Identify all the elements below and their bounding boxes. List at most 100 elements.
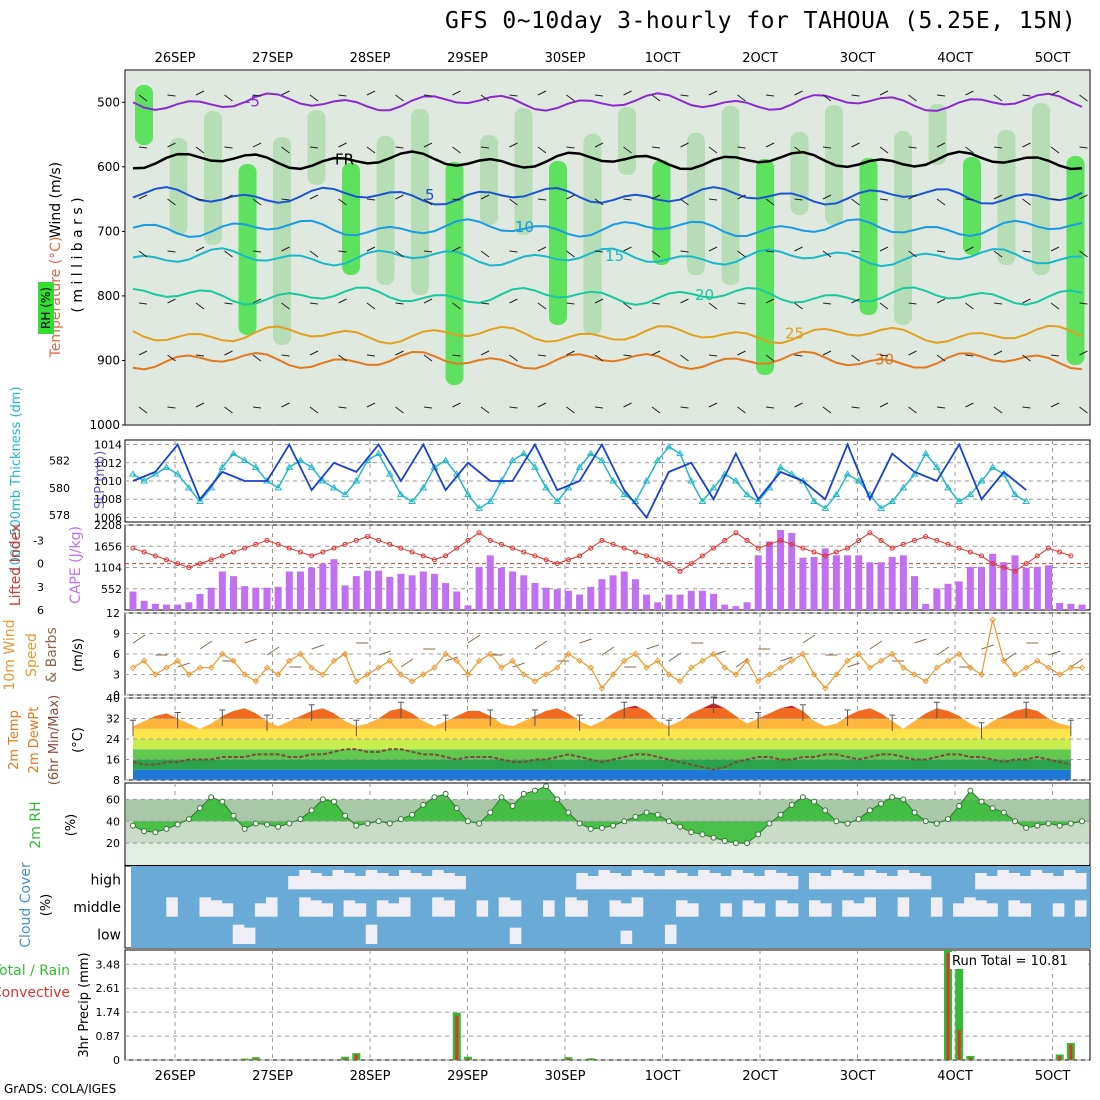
cloud-cell-high (853, 876, 865, 889)
cloud-cell-middle (853, 903, 865, 916)
cape-bar (799, 558, 806, 610)
slp-line (133, 445, 1026, 518)
temp-band (125, 698, 1090, 708)
temp-band (125, 708, 1090, 718)
rh2m-point (131, 823, 136, 828)
cape-bar (1056, 603, 1063, 610)
rh2m-panel: 204060 (106, 783, 1090, 865)
cape-bar (386, 577, 393, 610)
wind-tick-label: 3 (113, 669, 120, 682)
cloud-cell-high (997, 870, 1009, 889)
rh2m-point (655, 812, 660, 817)
cloud-cell-middle (344, 900, 356, 916)
rh2m-point (220, 799, 225, 804)
wind-barb-10m (312, 645, 324, 649)
cape-bar (431, 574, 438, 610)
rh-band (126, 799, 1089, 821)
cloud-cell-middle (820, 903, 832, 916)
date-label-bottom: 30SEP (545, 1069, 586, 1084)
rh2m-point (376, 819, 381, 824)
date-label-bottom: 27SEP (252, 1069, 293, 1084)
cloud-cell-high (310, 873, 322, 889)
date-label-top: 1OCT (645, 51, 681, 66)
lifted-axis-label: Lifted Index (8, 524, 24, 606)
cloud-panel: high middle low (73, 866, 1090, 948)
cape-bar (174, 605, 181, 610)
rh-band (126, 843, 1089, 865)
cloud-cell-middle (676, 900, 688, 916)
cloud-cell-high (687, 876, 699, 889)
precip-conv-bar (969, 1058, 972, 1060)
cloud-cell-high (288, 876, 300, 889)
rh2m-point (164, 826, 169, 831)
cape-bar (665, 595, 672, 610)
cloud-cell-high (610, 873, 622, 889)
precip-tick-label: 3.48 (96, 958, 121, 971)
rh2m-point (834, 819, 839, 824)
cloud-cell-middle (1053, 903, 1065, 916)
cloud-cell-middle (964, 897, 976, 916)
rh2m-point (689, 830, 694, 835)
precip-conv-bar (355, 1055, 358, 1061)
precip-conv-bar (243, 1059, 246, 1060)
cloud-cell-middle (1020, 903, 1032, 916)
cloud-cell-middle (565, 897, 577, 916)
cloud-cell-high (299, 870, 311, 889)
wind-barb-10m (200, 641, 212, 649)
cape-bar (688, 591, 695, 610)
wind10-barbs-label: & Barbs (44, 627, 60, 683)
cape-bar (163, 605, 170, 610)
rh2m-point (264, 822, 269, 827)
cloud-cell-middle (211, 900, 223, 916)
cloud-cell-middle (310, 900, 322, 916)
cloud-cell-middle (543, 900, 555, 916)
upper-rh-label: RH (%) (39, 287, 53, 329)
cape-bar (319, 564, 326, 610)
rh2m-point (242, 826, 247, 831)
isotherm-label: 10 (515, 218, 534, 236)
cloud-cell-high (887, 876, 899, 889)
date-label-top: 2OCT (742, 51, 778, 66)
rh2m-point (309, 808, 314, 813)
rh2m-point (555, 797, 560, 802)
cloud-cell-high (986, 876, 998, 889)
rh2m-point (588, 826, 593, 831)
cloud-cell-high (399, 870, 411, 889)
cape-bar (330, 559, 337, 610)
cloud-cell-high (355, 876, 367, 889)
rh-blob (135, 85, 153, 145)
cloud-cell-middle (931, 897, 943, 916)
cape-bar (442, 583, 449, 610)
rh-tick-label: 60 (106, 793, 120, 806)
temp2m-panel: 816243240 (106, 692, 1090, 787)
cape-bar (364, 571, 371, 610)
wind-tick-label: 6 (113, 648, 120, 661)
cape-bar (476, 567, 483, 610)
rh2m-point (354, 823, 359, 828)
wind-tick-label: 12 (106, 607, 120, 620)
cape-tick-label: 1104 (94, 562, 122, 575)
temp-units-label: (°C) (71, 727, 86, 753)
pressure-tick-label: 800 (97, 289, 120, 303)
cape-bar (956, 582, 963, 610)
lifted-tick-label: 3 (37, 581, 44, 594)
rh2m-point (823, 808, 828, 813)
cloud-cell-high (654, 876, 666, 889)
cloud-cell-middle (432, 897, 444, 916)
rh2m-axis-label: 2m RH (28, 801, 44, 848)
precip-conv-bar (1058, 1056, 1061, 1060)
rh2m-point (1024, 825, 1029, 830)
cloud-cell-high (421, 876, 433, 889)
lifted-tick-label: 0 (37, 558, 44, 571)
rh-blob (963, 157, 981, 255)
precip-tick-label: 0.87 (96, 1030, 121, 1043)
date-label-bottom: 3OCT (840, 1069, 876, 1084)
thickness-point (130, 471, 136, 476)
cape-bar (420, 572, 427, 610)
rh2m-units-label: (%) (64, 814, 79, 837)
cloud-cell-high (1042, 873, 1054, 889)
cape-bar (1023, 568, 1030, 610)
rh2m-point (1068, 821, 1073, 826)
cloud-cell-middle (610, 900, 622, 916)
rh2m-point (789, 802, 794, 807)
